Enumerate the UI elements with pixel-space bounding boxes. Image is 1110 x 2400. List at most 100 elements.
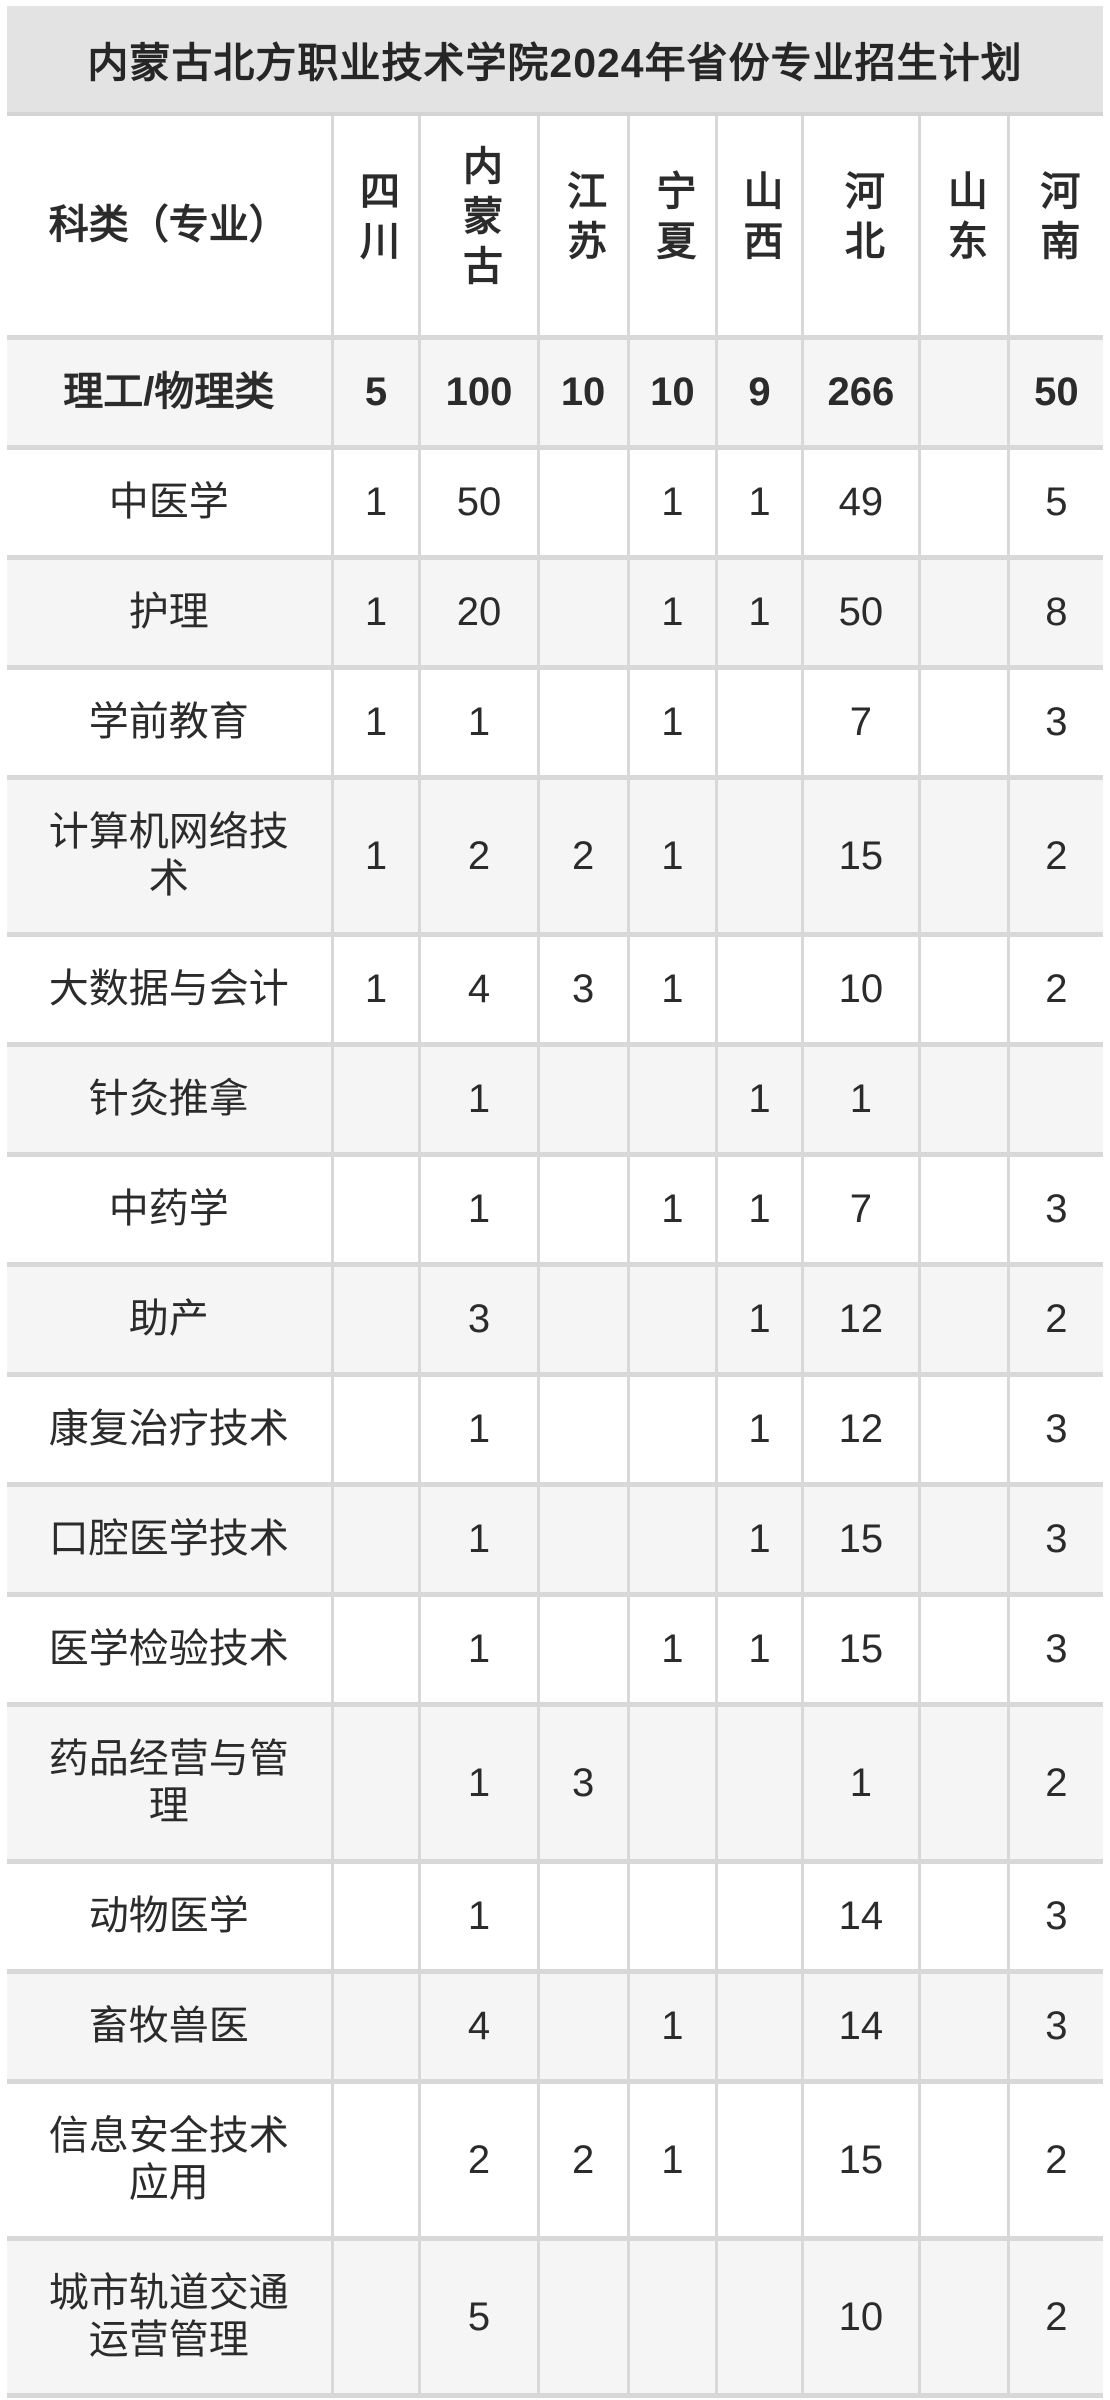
row-label: 城市轨道交通运营管理 (7, 2241, 334, 2398)
table-cell (718, 1974, 804, 2084)
row-label: 助产 (7, 1267, 334, 1377)
table-cell: 5 (1009, 450, 1103, 560)
row-label: 计算机网络技术 (7, 780, 334, 937)
table-cell: 3 (1009, 1377, 1103, 1487)
table-cell (921, 780, 1010, 937)
table-cell: 15 (803, 1597, 922, 1707)
province-header-neimenggu: 内蒙古 (421, 116, 540, 340)
table-cell: 3 (1009, 1864, 1103, 1974)
table-cell: 2 (1009, 1707, 1103, 1864)
table-row: 信息安全技术应用 2 2 1 15 2 (7, 2084, 1103, 2241)
table-row: 康复治疗技术 1 1 12 3 (7, 1377, 1103, 1487)
table-cell: 100 (421, 340, 540, 450)
table-cell: 10 (803, 2241, 922, 2398)
table-cell: 1 (629, 937, 719, 1047)
header-row: 科类（专业） 四川 内蒙古 江苏 宁夏 山西 河北 (7, 116, 1103, 340)
table-cell (333, 1864, 422, 1974)
province-header-ningxia: 宁夏 (629, 116, 719, 340)
table-cell (539, 1864, 630, 1974)
province-header-shandong: 山东 (921, 116, 1010, 340)
province-header-label: 四川 (353, 170, 398, 270)
table-cell (629, 1047, 719, 1157)
table-cell: 12 (803, 1267, 922, 1377)
table-cell: 1 (629, 450, 719, 560)
corner-header: 科类（专业） (7, 116, 334, 340)
row-label: 护理 (7, 560, 334, 670)
table-cell: 1 (421, 1864, 540, 1974)
table-row: 动物医学 1 14 3 (7, 1864, 1103, 1974)
table-cell: 1 (421, 1047, 540, 1157)
table-cell: 1 (421, 1597, 540, 1707)
table-cell: 14 (803, 1864, 922, 1974)
table-row: 护理 1 20 1 1 50 8 (7, 560, 1103, 670)
row-label: 畜牧兽医 (7, 1974, 334, 2084)
table-cell (921, 2084, 1010, 2241)
table-cell: 50 (803, 560, 922, 670)
table-cell: 1 (421, 1377, 540, 1487)
row-label: 中医学 (7, 450, 334, 560)
table-cell (333, 1707, 422, 1864)
table-cell: 4 (421, 937, 540, 1047)
table-row: 药品经营与管理 1 3 1 2 (7, 1707, 1103, 1864)
table-cell: 1 (333, 780, 422, 937)
table-row: 医学检验技术 1 1 1 15 3 (7, 1597, 1103, 1707)
table-cell (539, 560, 630, 670)
province-header-label: 河南 (1034, 170, 1079, 270)
table-cell (539, 450, 630, 560)
province-header-jiangsu: 江苏 (539, 116, 630, 340)
table-cell (539, 1267, 630, 1377)
table-row: 大数据与会计 1 4 3 1 10 2 (7, 937, 1103, 1047)
table-cell: 1 (718, 450, 804, 560)
table-cell: 10 (629, 340, 719, 450)
table-cell (921, 1487, 1010, 1597)
table-cell (539, 1377, 630, 1487)
table-cell: 50 (421, 450, 540, 560)
table-cell: 1 (333, 670, 422, 780)
table-cell: 49 (803, 450, 922, 560)
table-cell: 1 (421, 1157, 540, 1267)
table-cell: 1 (629, 670, 719, 780)
table-cell: 2 (1009, 937, 1103, 1047)
table-cell (921, 1047, 1010, 1157)
province-header-henan: 河南 (1009, 116, 1103, 340)
table-cell: 2 (421, 2084, 540, 2241)
table-cell: 1 (718, 1597, 804, 1707)
table-cell (629, 1377, 719, 1487)
table-cell: 12 (803, 1377, 922, 1487)
table-cell: 1 (421, 1707, 540, 1864)
table-cell: 1 (333, 560, 422, 670)
page-title: 内蒙古北方职业技术学院2024年省份专业招生计划 (7, 6, 1103, 116)
table-cell (718, 1864, 804, 1974)
table-cell: 8 (1009, 560, 1103, 670)
table-cell (718, 937, 804, 1047)
table-cell (629, 1267, 719, 1377)
table-cell (718, 2084, 804, 2241)
table-cell (333, 1487, 422, 1597)
table-cell: 2 (1009, 780, 1103, 937)
table-cell: 14 (803, 1974, 922, 2084)
table-cell: 1 (421, 1487, 540, 1597)
table-row: 畜牧兽医 4 1 14 3 (7, 1974, 1103, 2084)
table-cell (629, 1707, 719, 1864)
table-cell: 3 (1009, 1157, 1103, 1267)
table-cell: 1 (629, 2084, 719, 2241)
table-cell: 3 (539, 937, 630, 1047)
province-header-label: 内蒙古 (456, 145, 501, 295)
table-cell: 2 (539, 2084, 630, 2241)
table-cell: 20 (421, 560, 540, 670)
table-cell: 1 (629, 560, 719, 670)
table-cell (629, 1864, 719, 1974)
table-row: 针灸推拿 1 1 1 (7, 1047, 1103, 1157)
table-cell (921, 340, 1010, 450)
table-cell: 1 (629, 1157, 719, 1267)
table-cell (921, 1377, 1010, 1487)
table-cell: 1 (718, 1377, 804, 1487)
table-cell (333, 2241, 422, 2398)
table-cell: 1 (803, 1047, 922, 1157)
table-cell: 15 (803, 1487, 922, 1597)
table-row: 计算机网络技术 1 2 2 1 15 2 (7, 780, 1103, 937)
table-cell: 3 (1009, 670, 1103, 780)
table-cell (921, 450, 1010, 560)
table-cell: 2 (421, 780, 540, 937)
